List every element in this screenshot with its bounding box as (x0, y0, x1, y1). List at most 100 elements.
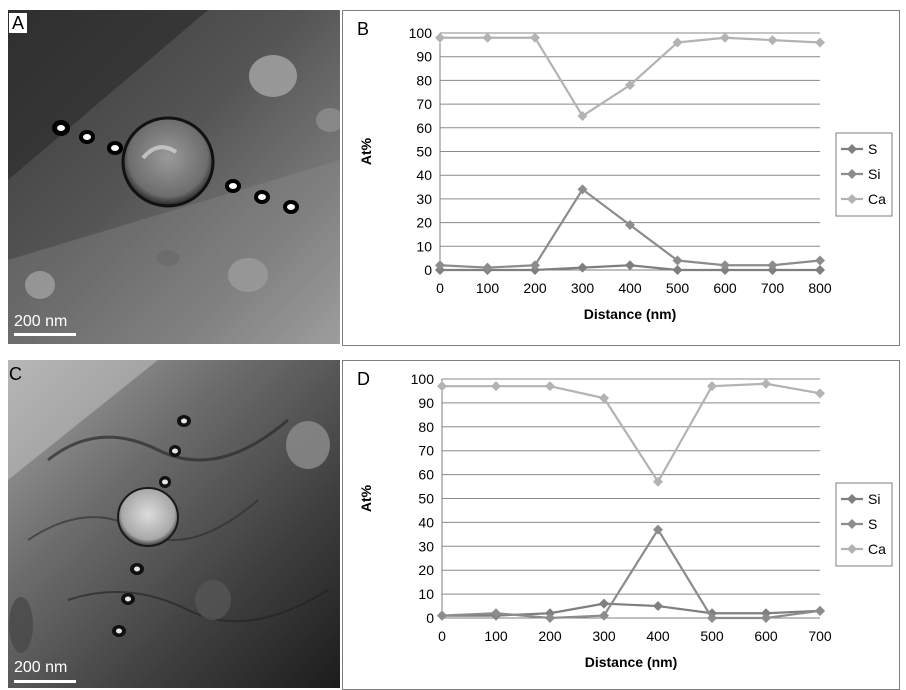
data-point-si (482, 262, 493, 273)
y-tick-label: 90 (416, 49, 432, 65)
x-tick-label: 400 (618, 280, 642, 296)
legend-marker-ca (847, 194, 857, 204)
x-tick-label: 0 (438, 628, 446, 644)
legend-label-si: Si (868, 491, 880, 507)
data-point-ca (577, 110, 588, 121)
legend-marker-si (847, 169, 857, 179)
x-tick-label: 0 (436, 280, 444, 296)
data-point-s (625, 260, 635, 271)
data-point-ca (599, 393, 609, 404)
y-tick-label: 60 (418, 467, 434, 483)
tem-image-a (8, 10, 340, 344)
data-point-ca (491, 381, 501, 392)
panel-label-b: B (357, 19, 370, 39)
chart-b: 0 10 20 30 40 50 60 70 80 90 100 0 100 200 300 400 500 60… (358, 25, 893, 322)
y-tick-label: 80 (416, 72, 432, 88)
y-tick-label: 30 (418, 538, 434, 554)
data-point-s (815, 265, 825, 275)
data-point-s (545, 613, 555, 623)
data-point-si (767, 260, 778, 271)
data-point-s (577, 262, 588, 273)
data-point-ca (672, 37, 683, 48)
x-tick-label: 100 (476, 280, 500, 296)
legend-label-si: Si (868, 166, 880, 182)
series-line-s (441, 527, 821, 620)
data-point-si (672, 255, 683, 266)
y-tick-label: 70 (416, 96, 432, 112)
x-tick-label: 700 (761, 280, 785, 296)
x-tick-label: 500 (700, 628, 724, 644)
legend-label-s: S (868, 141, 877, 157)
data-point-s (761, 613, 771, 623)
data-point-si (815, 255, 825, 266)
x-tick-label: 600 (754, 628, 778, 644)
data-point-s (707, 613, 717, 623)
data-point-si (577, 184, 588, 195)
data-point-ca (437, 381, 447, 392)
legend-label-ca: Ca (868, 191, 886, 207)
data-point-si (625, 219, 635, 230)
y-tick-label: 0 (426, 610, 434, 626)
data-point-si (653, 601, 663, 612)
y-axis-title: At% (358, 137, 374, 165)
data-point-si (435, 260, 445, 271)
particle (123, 118, 213, 206)
y-tick-label: 100 (409, 25, 433, 41)
x-tick-label: 300 (592, 628, 616, 644)
x-tick-label: 500 (666, 280, 690, 296)
data-point-ca (435, 32, 445, 43)
data-point-si (720, 260, 730, 271)
x-axis-title: Distance (nm) (585, 654, 678, 670)
scale-bar-a (14, 333, 76, 336)
panel-label-c: C (9, 364, 22, 384)
chart-box-d: 0 10 20 30 40 50 60 70 80 90 100 0 100 200 300 400 500 60… (342, 360, 900, 690)
x-tick-label: 800 (808, 280, 832, 296)
legend-label-s: S (868, 516, 877, 532)
y-tick-label: 20 (418, 562, 434, 578)
y-tick-label: 0 (424, 262, 432, 278)
y-tick-label: 20 (416, 215, 432, 231)
legend-marker-ca (847, 544, 857, 554)
data-point-s (599, 610, 609, 621)
tem-image-c-art (8, 360, 340, 688)
x-tick-label: 100 (484, 628, 508, 644)
x-tick-label: 200 (523, 280, 547, 296)
chart-box-b: 0 10 20 30 40 50 60 70 80 90 100 0 100 200 300 400 500 60… (342, 10, 900, 346)
tem-image-a-art (8, 10, 340, 344)
y-tick-label: 10 (416, 238, 432, 254)
data-point-s (491, 608, 501, 619)
y-tick-label: 60 (416, 120, 432, 136)
legend-marker-s (847, 144, 857, 154)
legend-marker-si (847, 494, 857, 504)
data-point-ca (625, 80, 635, 91)
legend-marker-s (847, 519, 857, 529)
data-point-ca (761, 378, 771, 389)
y-tick-label: 70 (418, 443, 434, 459)
data-point-ca (482, 32, 493, 43)
y-tick-label: 30 (416, 191, 432, 207)
scale-bar-label-a: 200 nm (14, 313, 68, 330)
data-point-ca (653, 476, 663, 487)
x-tick-label: 600 (713, 280, 737, 296)
data-point-ca (767, 35, 778, 46)
data-point-s (815, 605, 825, 616)
x-tick-label: 200 (538, 628, 562, 644)
y-tick-label: 50 (416, 144, 432, 160)
data-point-si (530, 260, 540, 271)
y-tick-label: 100 (411, 371, 435, 387)
x-tick-label: 400 (646, 628, 670, 644)
panel-label-d: D (357, 369, 370, 389)
data-point-ca (720, 32, 730, 43)
series-line-si (442, 602, 821, 617)
particle (118, 488, 178, 546)
y-tick-label: 90 (418, 395, 434, 411)
data-point-ca (815, 37, 825, 48)
data-point-ca (707, 381, 717, 392)
y-tick-label: 40 (416, 167, 432, 183)
x-tick-label: 700 (808, 628, 832, 644)
data-point-si (599, 598, 609, 609)
scale-bar-c (14, 680, 76, 683)
legend-label-ca: Ca (868, 541, 886, 557)
y-tick-label: 80 (418, 419, 434, 435)
panel-label-a: A (9, 13, 28, 33)
